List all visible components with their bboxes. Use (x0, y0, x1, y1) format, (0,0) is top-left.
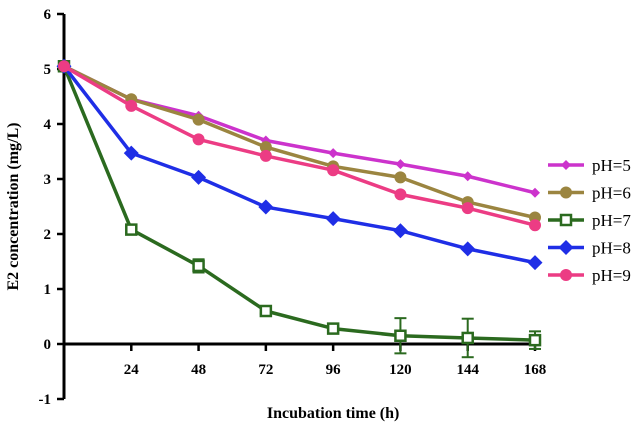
legend-swatch-marker (560, 269, 572, 281)
y-tick-label: 3 (44, 172, 52, 188)
data-point (530, 187, 540, 198)
series-ph-9 (58, 60, 541, 232)
series-ph-7 (57, 60, 542, 359)
legend-item: pH=9 (548, 266, 631, 285)
x-tick-label: 168 (524, 362, 547, 378)
legend-item: pH=6 (548, 184, 631, 203)
y-tick-label: 6 (44, 7, 52, 23)
legend-label: pH=8 (592, 239, 631, 258)
data-point (125, 99, 138, 112)
series-line (63, 64, 536, 195)
x-tick-label: 48 (191, 362, 206, 378)
series-layer (56, 58, 543, 359)
legend-swatch-marker (560, 186, 572, 199)
y-tick-label: 1 (44, 282, 52, 298)
x-tick-label: 72 (258, 362, 273, 378)
x-tick-label: 120 (389, 362, 412, 378)
y-axis-title: E2 concentration (mg/L) (5, 123, 22, 291)
data-point (460, 241, 476, 257)
data-point (326, 322, 340, 335)
legend-item: pH=7 (548, 211, 631, 230)
y-tick-label: 4 (44, 117, 52, 133)
x-tick-label: 96 (326, 362, 342, 378)
data-point (328, 148, 339, 159)
data-point (325, 211, 341, 227)
legend-label: pH=5 (592, 156, 631, 175)
legend-item: pH=5 (548, 156, 631, 175)
legend-item: pH=8 (548, 239, 631, 258)
x-tick-label: 144 (456, 362, 479, 378)
axes: -1 0 1 2 3 4 5 6 24 48 72 96 120 144 168 (39, 7, 547, 408)
series-line (62, 65, 536, 265)
data-point (392, 223, 408, 239)
y-tick-label: 2 (44, 227, 52, 243)
legend-swatch-marker (561, 160, 571, 170)
data-point (461, 202, 474, 215)
series-line (63, 64, 536, 227)
data-point (527, 255, 543, 271)
data-point (259, 149, 272, 162)
data-point (327, 164, 340, 177)
data-point (191, 169, 207, 185)
data-point (394, 329, 407, 342)
series-line (63, 64, 536, 220)
y-tick-label: -1 (39, 392, 52, 408)
series-ph-5 (59, 61, 540, 198)
data-point (192, 259, 205, 273)
data-point (528, 333, 542, 347)
data-point (258, 199, 274, 215)
data-point (461, 331, 474, 345)
data-point (394, 171, 407, 184)
data-point (462, 171, 473, 182)
x-axis-title: Incubation time (h) (267, 405, 399, 422)
series-ph-6 (58, 60, 541, 224)
y-tick-label: 0 (44, 337, 52, 353)
data-point (259, 141, 272, 154)
legend: pH=5 pH=6 pH=7 pH=8 pH=9 (548, 156, 631, 285)
data-point (125, 223, 138, 236)
data-point (529, 219, 541, 232)
data-point (123, 145, 139, 161)
series-line (62, 65, 536, 342)
y-tick-label: 5 (44, 62, 52, 78)
data-point (259, 304, 273, 318)
legend-label: pH=7 (592, 211, 631, 230)
data-point (192, 133, 205, 146)
legend-label: pH=6 (592, 184, 631, 203)
legend-swatch-marker (559, 213, 573, 227)
data-point (394, 188, 407, 201)
series-ph-8 (56, 58, 543, 271)
data-point (58, 60, 70, 73)
x-tick-label: 24 (124, 362, 140, 378)
legend-label: pH=9 (592, 266, 631, 285)
data-point (395, 159, 406, 170)
legend-swatch-marker (558, 240, 574, 255)
data-point (192, 113, 205, 126)
